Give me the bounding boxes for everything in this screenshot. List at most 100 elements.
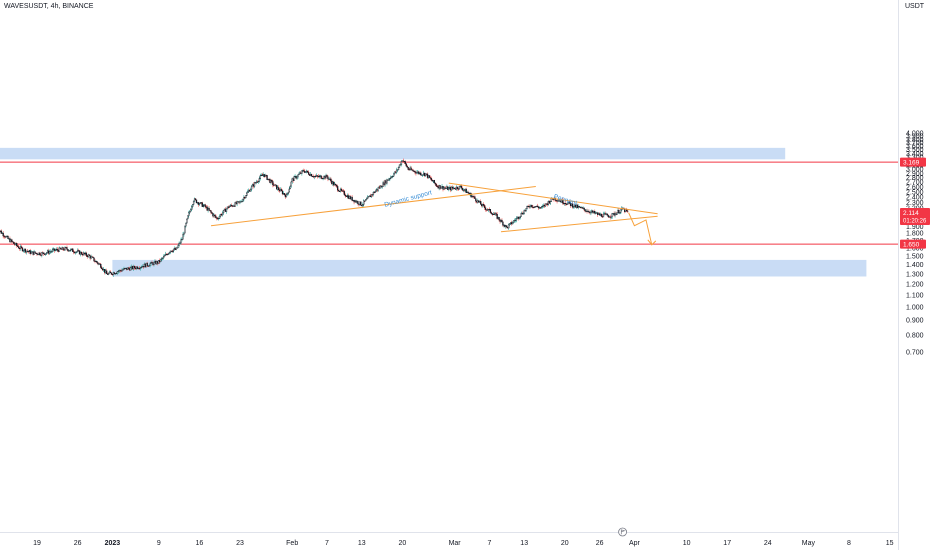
candle-body bbox=[447, 186, 449, 191]
projection-arrow[interactable] bbox=[628, 212, 653, 245]
candle-body bbox=[89, 255, 91, 259]
candle-body bbox=[151, 261, 153, 264]
candle-body bbox=[364, 200, 366, 202]
supply-zone[interactable] bbox=[0, 147, 786, 160]
dynamic-support-line[interactable] bbox=[210, 185, 536, 227]
x-tick-label: 7 bbox=[325, 540, 329, 547]
candle-body bbox=[72, 248, 74, 252]
candle-body bbox=[299, 172, 301, 175]
candle-body bbox=[361, 205, 363, 207]
candle-body bbox=[190, 209, 192, 212]
candle-body bbox=[117, 271, 119, 273]
candle-body bbox=[60, 248, 62, 250]
candle-body bbox=[317, 176, 319, 178]
candle-body bbox=[169, 250, 172, 253]
x-tick-label: 16 bbox=[196, 540, 204, 547]
y-tick-label: 1.300 bbox=[906, 272, 924, 279]
candle-body bbox=[454, 188, 457, 190]
candle-body bbox=[71, 248, 73, 250]
candle-body bbox=[67, 249, 69, 252]
candle-body bbox=[176, 247, 178, 249]
candle-body bbox=[310, 173, 313, 177]
candle-body bbox=[339, 188, 342, 192]
candle-body bbox=[14, 243, 16, 245]
candle-body bbox=[107, 273, 110, 275]
candle-body bbox=[115, 273, 117, 275]
candle-body bbox=[222, 209, 225, 214]
candle-body bbox=[175, 247, 177, 250]
candle-body bbox=[393, 173, 395, 177]
candle-body bbox=[233, 205, 235, 207]
candle-body bbox=[413, 170, 415, 172]
candle-body bbox=[532, 206, 534, 208]
candle-body bbox=[170, 250, 173, 252]
candle-body bbox=[271, 180, 273, 182]
candle-body bbox=[497, 216, 499, 219]
candle-body bbox=[400, 161, 403, 165]
candle-body bbox=[62, 247, 64, 250]
candle-body bbox=[66, 247, 68, 250]
candle-body bbox=[229, 204, 231, 207]
candle-body bbox=[272, 181, 274, 186]
candle-body bbox=[536, 205, 538, 207]
pennant-upper-line[interactable] bbox=[448, 182, 658, 215]
candle-body bbox=[319, 175, 321, 177]
candle-body bbox=[449, 187, 451, 189]
y-tick-label: 1.000 bbox=[906, 305, 924, 312]
candle-body bbox=[253, 182, 256, 187]
candle-body bbox=[199, 202, 202, 204]
candle-body bbox=[544, 203, 547, 207]
candle-body bbox=[414, 170, 416, 173]
flag-icon[interactable] bbox=[618, 527, 627, 537]
candle-body bbox=[509, 223, 511, 225]
candle-body bbox=[619, 212, 621, 214]
candle-body bbox=[6, 235, 8, 237]
candle-body bbox=[216, 217, 218, 219]
candle-body bbox=[597, 213, 600, 215]
candle-body bbox=[452, 186, 454, 189]
candle-body bbox=[455, 186, 458, 190]
demand-zone[interactable] bbox=[112, 259, 867, 277]
candle-body bbox=[587, 211, 589, 213]
candle-body bbox=[308, 174, 311, 176]
candle-body bbox=[129, 268, 131, 271]
candle-body bbox=[388, 178, 390, 181]
candle-body bbox=[207, 207, 209, 211]
candle-body bbox=[321, 178, 323, 180]
candle-body bbox=[236, 201, 238, 205]
candle-body bbox=[75, 251, 77, 254]
candle-body bbox=[86, 255, 88, 258]
candle-body bbox=[588, 211, 590, 213]
candle-body bbox=[46, 252, 48, 254]
candle-body bbox=[402, 160, 405, 162]
candle-body bbox=[262, 174, 264, 176]
candle-body bbox=[195, 199, 198, 204]
candle-body bbox=[521, 212, 523, 215]
candle-body bbox=[221, 212, 224, 216]
candle-body bbox=[87, 254, 89, 258]
candle-body bbox=[278, 189, 281, 192]
candle-body bbox=[143, 263, 145, 268]
candle-body bbox=[255, 181, 258, 184]
y-tick-label: 0.900 bbox=[906, 318, 924, 325]
candle-body bbox=[395, 169, 398, 173]
candle-body bbox=[487, 208, 490, 211]
candle-body bbox=[363, 200, 365, 205]
candle-body bbox=[384, 180, 386, 186]
candle-body bbox=[591, 210, 593, 212]
candle-body bbox=[403, 161, 405, 163]
candle-body bbox=[613, 213, 615, 216]
x-tick-label: 13 bbox=[358, 540, 366, 547]
candle-body bbox=[341, 190, 344, 192]
candle-body bbox=[300, 172, 302, 174]
candle-body bbox=[537, 205, 539, 208]
candle-body bbox=[584, 209, 586, 212]
candle-body bbox=[178, 242, 180, 246]
candle-body bbox=[148, 265, 150, 267]
candle-body bbox=[274, 184, 276, 186]
x-tick-label: 10 bbox=[683, 540, 691, 547]
candle-body bbox=[290, 181, 292, 187]
candle-body bbox=[546, 203, 549, 205]
candle-body bbox=[121, 269, 123, 272]
